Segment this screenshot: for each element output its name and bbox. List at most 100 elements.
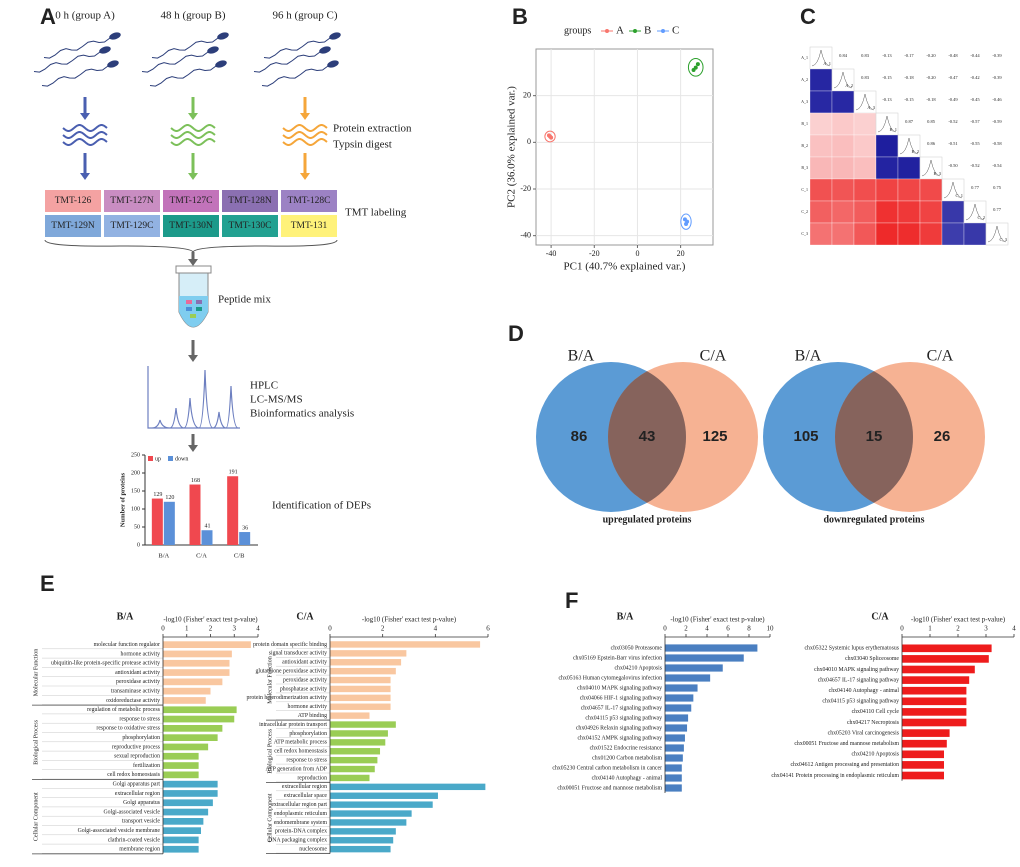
bar <box>330 712 370 719</box>
tmt-label: TMT-127N <box>110 196 154 206</box>
x-axis-label: PC1 (40.7% explained var.) <box>564 261 686 273</box>
bar <box>330 756 378 764</box>
plot-area <box>535 48 714 246</box>
row-label: chx04210 Apoptosis <box>614 665 662 671</box>
row-label: hormone activity <box>121 651 161 657</box>
row-label: cell redox homeostasis <box>107 772 161 778</box>
correlation-cell <box>853 134 877 158</box>
bar <box>330 845 391 853</box>
tmt-label: TMT-130N <box>169 221 213 231</box>
diagonal-label: A_2 <box>845 83 853 88</box>
bar <box>163 725 223 732</box>
legend-dot <box>661 29 665 33</box>
correlation-label: -0.55 <box>970 141 980 146</box>
row-label: chx04217 Necroptosis <box>847 720 900 726</box>
set-label: B/A <box>795 348 822 365</box>
x-tick-label: C/A <box>196 552 207 559</box>
tmt-box <box>45 190 101 212</box>
bar <box>330 774 370 782</box>
section-label: Molecular Function <box>267 656 273 704</box>
correlation-label: -0.18 <box>926 97 936 102</box>
bar <box>665 724 688 732</box>
bar <box>163 501 175 545</box>
point <box>685 219 690 224</box>
diagonal-label: C_2 <box>977 215 985 220</box>
bar <box>163 762 199 769</box>
bar <box>330 837 394 844</box>
protein-wave <box>170 138 216 146</box>
bar <box>330 819 407 826</box>
bar <box>330 703 391 710</box>
x-tick-label: 3 <box>233 625 237 633</box>
row-label: chx04657 IL-17 signaling pathway <box>818 677 899 683</box>
legend-label: down <box>175 456 188 462</box>
sperm-tail <box>43 37 111 59</box>
correlation-cell <box>875 178 899 202</box>
row-label: extracellular region <box>282 784 327 790</box>
tmt-box <box>104 190 160 212</box>
row-label: glutathione peroxidase activity <box>256 668 328 674</box>
bar <box>189 484 201 545</box>
sperm-head <box>215 60 227 68</box>
chart-title: B/A <box>117 611 134 622</box>
x-tick-label: 20 <box>677 249 685 258</box>
row-label: chx00051 Fructose and mannose metabolism <box>557 785 662 791</box>
diagonal-label: C_1 <box>955 193 963 198</box>
tmt-box <box>163 215 219 237</box>
protein-wave <box>282 124 328 132</box>
sperm-tail <box>151 37 219 59</box>
diagonal-label: C_3 <box>999 237 1007 242</box>
row-label: chx04140 Autophagy - animal <box>829 688 900 694</box>
legend-title: groups <box>564 25 591 36</box>
bar <box>330 667 396 675</box>
arrow-head <box>188 355 198 362</box>
panel-label: F <box>565 588 578 613</box>
region-count: 105 <box>793 428 818 445</box>
group-ellipse <box>544 130 556 143</box>
x-tick-label: B/A <box>158 552 169 559</box>
correlation-label: -0.48 <box>948 53 958 58</box>
correlation-label: -0.17 <box>904 53 914 58</box>
bar <box>330 792 438 799</box>
sperm-head <box>99 46 111 54</box>
section-label: Cellular Component <box>267 793 273 842</box>
row-label: peroxidase activity <box>116 679 160 685</box>
panel-label: B <box>512 4 528 29</box>
sperm-tail <box>33 51 101 73</box>
row-label: antioxidant activity <box>282 660 327 666</box>
row-label: chx04210 Apoptosis <box>851 752 899 758</box>
sample-spot <box>186 307 192 311</box>
sample-spot <box>196 307 202 311</box>
x-tick-label: 4 <box>1012 625 1016 633</box>
correlation-label: -0.42 <box>970 75 979 80</box>
row-label: molecular function regulator <box>94 641 160 648</box>
x-tick-label: 0 <box>900 625 904 633</box>
row-label: ATP binding <box>298 713 327 719</box>
correlation-label: -0.13 <box>882 53 892 58</box>
section-label: Cellular Component <box>33 792 39 841</box>
correlation-label: 0.77 <box>971 185 980 190</box>
row-label: sexual reproduction <box>114 754 160 760</box>
protein-wave <box>62 124 108 132</box>
row-label: membrane region <box>119 847 160 853</box>
row-label: antioxidant activity <box>115 670 160 676</box>
tmt-label: TMT-130C <box>229 221 272 231</box>
row-label: B_2 <box>801 143 808 148</box>
legend-swatch <box>148 456 153 461</box>
correlation-label: -0.15 <box>904 97 914 102</box>
correlation-label: -0.20 <box>926 75 936 80</box>
row-label: transaminase activity <box>111 688 160 694</box>
panel-label: A <box>40 4 56 29</box>
correlation-cell <box>809 112 833 136</box>
row-label: nucleosome <box>299 846 327 852</box>
row-label: fertilization <box>133 762 160 769</box>
point <box>693 65 698 70</box>
bar <box>163 678 223 686</box>
x-tick-label: 4 <box>434 625 438 633</box>
bar <box>665 754 683 762</box>
y-tick-label: 20 <box>523 90 531 99</box>
panel-label: E <box>40 571 55 596</box>
bar <box>151 498 163 545</box>
bar <box>902 750 944 759</box>
arrow-head <box>300 113 310 120</box>
